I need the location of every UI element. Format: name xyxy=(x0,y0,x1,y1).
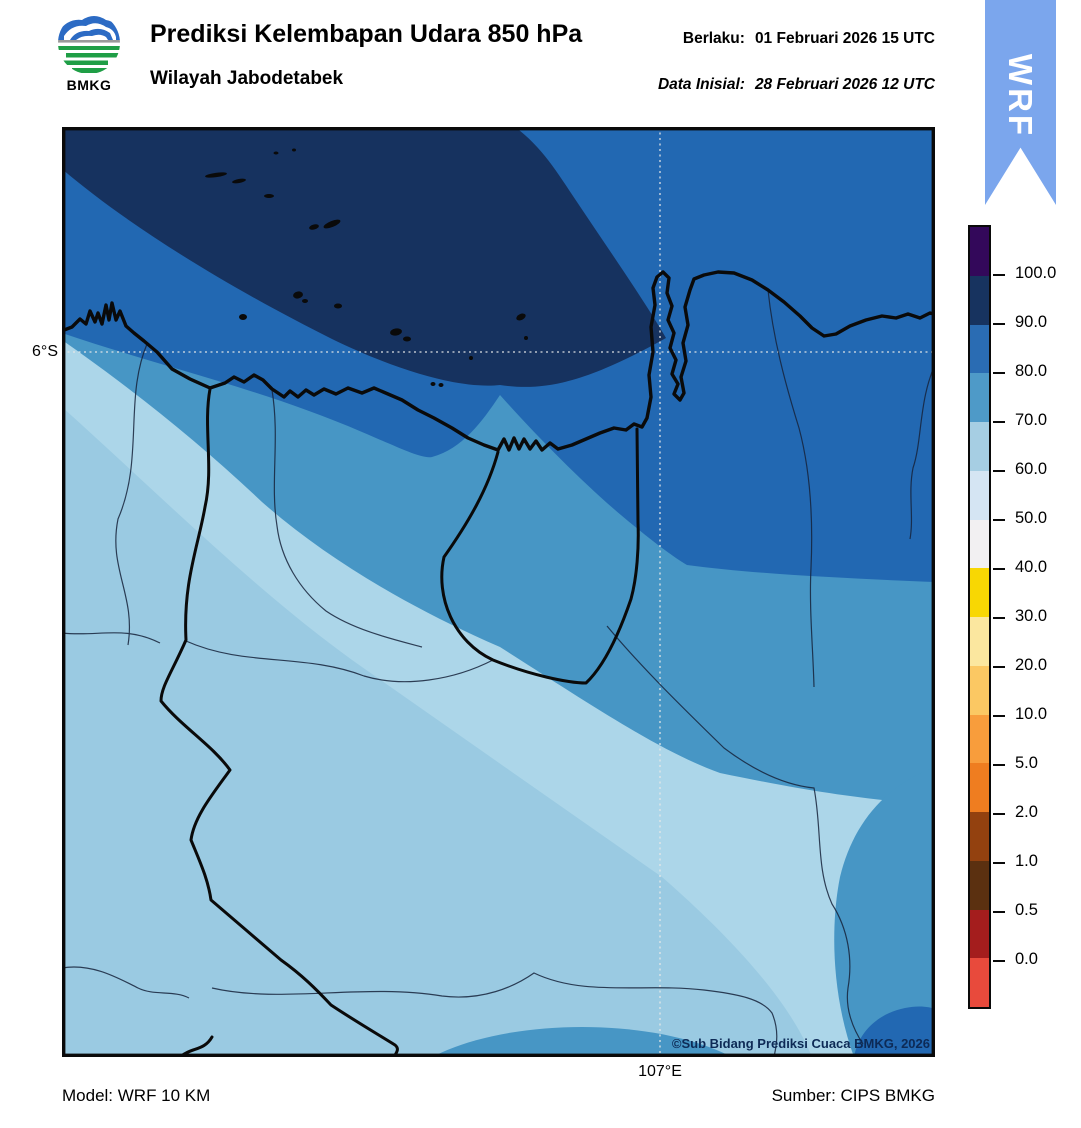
colorbar-tick-label: 10.0 xyxy=(1015,705,1048,724)
colorbar-tick-label: 20.0 xyxy=(1015,656,1048,675)
page-title: Prediksi Kelembapan Udara 850 hPa xyxy=(150,20,583,48)
map-canvas: ©Sub Bidang Prediksi Cuaca BMKG, 2026 xyxy=(62,127,935,1057)
wrf-ribbon-badge: WRF xyxy=(985,0,1056,205)
colorbar-tick xyxy=(993,911,1005,913)
colorbar-tick-label: 100.0 xyxy=(1015,264,1057,283)
colorbar-tick-label: 5.0 xyxy=(1015,754,1038,773)
colorbar-tick-label: 80.0 xyxy=(1015,362,1048,381)
district-borders xyxy=(62,289,935,1057)
band-70-80-south-blob xyxy=(432,1027,732,1057)
colorbar-segment-10 xyxy=(970,714,989,764)
band-90-100 xyxy=(62,127,666,387)
bmkg-logo-icon xyxy=(58,12,120,74)
colorbar-tick xyxy=(993,470,1005,472)
colorbar-segment-8 xyxy=(970,617,989,666)
map-frame xyxy=(62,127,935,1057)
map-panel: ©Sub Bidang Prediksi Cuaca BMKG, 2026 xyxy=(62,127,935,1057)
colorbar-tick-label: 50.0 xyxy=(1015,509,1048,528)
latitude-label: 6°S xyxy=(32,343,58,360)
colorbar-tick xyxy=(993,960,1005,962)
colorbar-tick-label: 40.0 xyxy=(1015,558,1048,577)
colorbar-tick-label: 0.5 xyxy=(1015,901,1038,920)
footer-source-label: Sumber: CIPS BMKG xyxy=(771,1086,935,1105)
colorbar-segment-2 xyxy=(970,324,989,374)
colorbar-segment-13 xyxy=(970,860,989,910)
band-80-90-corner-blob xyxy=(854,1006,935,1057)
colorbar-segment-7 xyxy=(970,568,989,617)
colorbar-tick xyxy=(993,274,1005,276)
colorbar-tick xyxy=(993,519,1005,521)
colorbar-tick xyxy=(993,666,1005,668)
coastline xyxy=(62,270,935,452)
colorbar-tick-label: 60.0 xyxy=(1015,460,1048,479)
colorbar-segment-14 xyxy=(970,909,989,959)
colorbar-tick-label: 0.0 xyxy=(1015,950,1038,969)
colorbar-segment-4 xyxy=(970,422,989,471)
map-copyright: ©Sub Bidang Prediksi Cuaca BMKG, 2026 xyxy=(672,1036,930,1051)
colorbar-tick xyxy=(993,323,1005,325)
colorbar-segment-9 xyxy=(970,665,989,715)
valid-time-line: Berlaku: 01 Februari 2026 15 UTC xyxy=(683,30,935,48)
initial-time-value: 28 Februari 2026 12 UTC xyxy=(754,76,935,93)
colorbar-segment-5 xyxy=(970,470,989,520)
colorbar-tick-label: 70.0 xyxy=(1015,411,1048,430)
colorbar-tick-label: 2.0 xyxy=(1015,803,1038,822)
valid-time-value: 01 Februari 2026 15 UTC xyxy=(754,30,935,47)
colorbar-tick-label: 90.0 xyxy=(1015,313,1048,332)
colorbar-segment-3 xyxy=(970,373,989,422)
initial-time-label: Data Inisial: xyxy=(657,76,745,93)
colorbar-segment-6 xyxy=(970,519,989,569)
colorbar-segment-1 xyxy=(970,275,989,325)
page-subtitle: Wilayah Jabodetabek xyxy=(150,68,344,89)
colorbar-segment-12 xyxy=(970,812,989,861)
footer-model-label: Model: WRF 10 KM xyxy=(62,1086,211,1105)
islands xyxy=(205,148,528,387)
colorbar-tick-label: 30.0 xyxy=(1015,607,1048,626)
colorbar-tick xyxy=(993,421,1005,423)
longitude-label: 107°E xyxy=(638,1063,682,1080)
colorbar-tick xyxy=(993,372,1005,374)
colorbar-tick xyxy=(993,764,1005,766)
valid-time-label: Berlaku: xyxy=(682,30,745,47)
colorbar-tick-label: 1.0 xyxy=(1015,852,1038,871)
colorbar-tick xyxy=(993,617,1005,619)
bmkg-logo: BMKG xyxy=(50,10,128,93)
colorbar xyxy=(968,225,991,1009)
colorbar-segment-0 xyxy=(970,227,989,276)
colorbar-tick xyxy=(993,813,1005,815)
initial-time-line: Data Inisial: 28 Februari 2026 12 UTC xyxy=(658,76,935,94)
colorbar-tick xyxy=(993,568,1005,570)
colorbar-segment-11 xyxy=(970,763,989,812)
bmkg-logo-label: BMKG xyxy=(66,77,112,93)
colorbar-ticks: 100.0 90.0 80.0 70.0 60.0 50.0 40.0 30.0 20.0 10.… xyxy=(993,225,1081,1009)
colorbar-segment-15 xyxy=(970,958,989,1007)
band-70-80-southeast xyxy=(834,767,935,1057)
colorbar-tick xyxy=(993,862,1005,864)
colorbar-tick xyxy=(993,715,1005,717)
